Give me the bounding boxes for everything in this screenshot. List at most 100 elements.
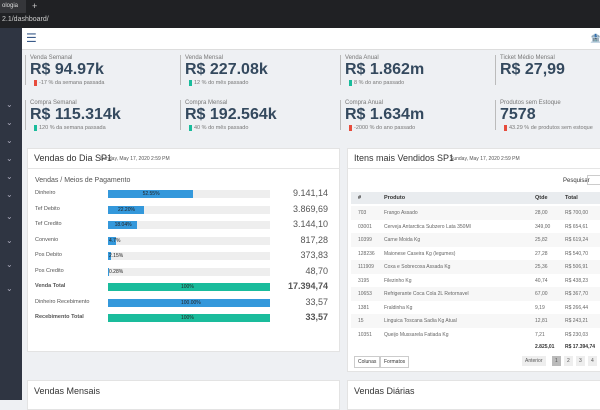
sidebar-chevron[interactable]: ⌄: [6, 212, 13, 221]
kpi-value: R$ 94.97k: [30, 61, 104, 79]
table-cell: 25,82: [535, 237, 548, 243]
button[interactable]: Formatos: [380, 356, 409, 368]
table-cell: Queijo Mussarela Fatiada Kg: [384, 332, 448, 338]
kpi-divider: [340, 100, 341, 130]
bar-label: 22.20%: [118, 207, 135, 213]
row-amount: 817,28: [300, 235, 328, 245]
bar-track: [108, 268, 270, 276]
sidebar-chevron[interactable]: ⌄: [6, 118, 13, 127]
button[interactable]: Colunas: [354, 356, 380, 368]
row-amount: 3.869,69: [293, 204, 328, 214]
column-header[interactable]: Total: [565, 195, 578, 201]
search-input[interactable]: [587, 175, 600, 185]
row-amount: 48,70: [305, 266, 328, 276]
sidebar-chevron[interactable]: ⌄: [6, 136, 13, 145]
row-amount: 3.144,10: [293, 219, 328, 229]
kpi-change: 40 % do mês passado: [189, 125, 248, 131]
table-cell: 67,00: [535, 291, 548, 297]
total-qty: 2.825,01: [535, 344, 554, 350]
table-cell: 3195: [358, 278, 369, 284]
row-amount: 33,57: [305, 312, 328, 322]
page-link[interactable]: 2: [564, 356, 573, 366]
row-label: Tef Debito: [35, 206, 60, 212]
kpi-value: R$ 27,99: [500, 61, 565, 79]
column-header[interactable]: Qtde: [535, 195, 548, 201]
bar-label: 18.04%: [115, 222, 132, 228]
kpi-change: 120 % da semana passada: [34, 125, 106, 131]
column-header[interactable]: Produto: [384, 195, 405, 201]
sidebar-chevron[interactable]: ⌄: [6, 284, 13, 293]
table-cell: Filezinho Kg: [384, 278, 412, 284]
row-label: Convenio: [35, 237, 58, 243]
page-link[interactable]: 1: [552, 356, 561, 366]
sidebar-chevron[interactable]: ⌄: [6, 172, 13, 181]
sidebar-chevron[interactable]: ⌄: [6, 260, 13, 269]
kpi-value: R$ 1.634m: [345, 106, 424, 124]
panel-title: Vendas Mensais: [34, 386, 100, 396]
panel-title: Itens mais Vendidos SP1: [354, 153, 454, 163]
table-cell: 25,36: [535, 264, 548, 270]
row-label: Dinheiro Recebimento: [35, 299, 89, 305]
table-cell: 15: [358, 318, 364, 324]
row-label: Venda Total: [35, 283, 65, 289]
table-cell: 111909: [358, 264, 374, 270]
table-cell: 10399: [358, 237, 372, 243]
kpi-divider: [25, 55, 26, 85]
row-label: Pos Debito: [35, 252, 62, 258]
kpi-divider: [25, 100, 26, 130]
panel-date: Sunday, May 17, 2020 2:59 PM: [100, 156, 170, 162]
kpi-change: -2000 % do ano passado: [349, 125, 415, 131]
table-cell: 28,00: [535, 210, 548, 216]
bar-track: [108, 252, 270, 260]
kpi-value: 7578: [500, 106, 536, 124]
row-amount: 33,57: [305, 297, 328, 307]
page-link[interactable]: 3: [576, 356, 585, 366]
kpi-change: -17 % da semana passada: [34, 80, 104, 86]
table-cell: R$ 367,70: [565, 291, 588, 297]
bar-label: 4.7%: [109, 238, 120, 244]
row-amount: 373,83: [300, 250, 328, 260]
table-cell: 703: [358, 210, 366, 216]
bar-label: 2.15%: [109, 253, 123, 259]
sidebar-chevron[interactable]: ⌄: [6, 154, 13, 163]
table-cell: 10351: [358, 332, 372, 338]
page-link[interactable]: Anterior: [522, 356, 546, 366]
column-header[interactable]: #: [358, 195, 361, 201]
table-cell: R$ 540,70: [565, 251, 588, 257]
kpi-value: R$ 115.314k: [30, 106, 121, 124]
kpi-divider: [340, 55, 341, 85]
page-link[interactable]: 4: [588, 356, 597, 366]
table-cell: R$ 619,24: [565, 237, 588, 243]
table-cell: 349,00: [535, 224, 550, 230]
search-label: Pesquisar: [563, 178, 590, 184]
row-label: Tef Credito: [35, 221, 62, 227]
table-cell: R$ 438,23: [565, 278, 588, 284]
table-cell: 128236: [358, 251, 375, 257]
row-label: Recebimento Total: [35, 314, 84, 320]
row-label: Dinheiro: [35, 190, 55, 196]
bar-track: [108, 237, 270, 245]
kpi-divider: [495, 55, 496, 85]
table-cell: 1381: [358, 305, 369, 311]
table-cell: Linguica Toscana Sadia Kg Atual: [384, 318, 457, 324]
kpi-change: 12 % do mês passado: [189, 80, 248, 86]
table-cell: R$ 700,00: [565, 210, 588, 216]
table-cell: 10653: [358, 291, 372, 297]
sidebar-chevron[interactable]: ⌄: [6, 236, 13, 245]
sidebar-chevron[interactable]: ⌄: [6, 190, 13, 199]
kpi-value: R$ 192.564k: [185, 106, 277, 124]
panel-rule: [347, 168, 600, 169]
table-cell: R$ 266,44: [565, 305, 588, 311]
sidebar-chevron[interactable]: ⌄: [6, 100, 13, 109]
table-cell: 7,21: [535, 332, 545, 338]
panel-date: Sunday, May 17, 2020 2:59 PM: [450, 156, 520, 162]
row-amount: 17.394,74: [288, 281, 328, 291]
kpi-change: 8 % do ano passado: [349, 80, 404, 86]
total-value: R$ 17.394,74: [565, 344, 595, 350]
table-cell: Coxa e Sobrecoxa Assada Kg: [384, 264, 450, 270]
table-cell: Refrigerante Coca Cola 2L Retornavel: [384, 291, 469, 297]
kpi-value: R$ 1.862m: [345, 61, 424, 79]
row-amount: 9.141,14: [293, 188, 328, 198]
table-cell: R$ 230,03: [565, 332, 588, 338]
